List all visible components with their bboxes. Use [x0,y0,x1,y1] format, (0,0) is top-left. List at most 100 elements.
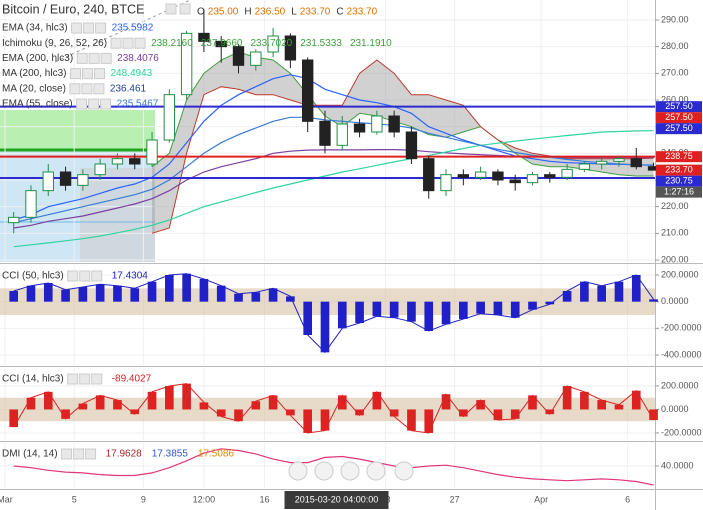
nav-button[interactable] [366,461,386,481]
candle-body [578,163,591,170]
candle-body [129,158,141,165]
icon-button[interactable] [165,3,177,15]
icon-button[interactable] [179,3,191,15]
histogram-bar [510,409,520,419]
legend-readout: -89.4027 [112,374,152,385]
x-tick-label: Mar [0,494,13,504]
histogram-bar [251,292,261,302]
price-tag [656,164,702,176]
histogram-bar [580,281,589,302]
legend-icon[interactable] [88,98,100,110]
legend-icon[interactable] [100,52,112,64]
candle-body [111,158,124,165]
legend-icon[interactable] [73,448,85,460]
legend-icon[interactable] [122,37,134,49]
ichimoku-cloud [411,94,429,135]
histogram-bar [61,409,70,419]
histogram-bar [441,301,451,325]
legend-icon[interactable] [69,83,81,95]
ichimoku-cloud [169,100,187,228]
histogram-bar [597,400,607,410]
price-tag [656,101,702,113]
price-tag-label: 238.75 [665,151,693,161]
ichimoku-cloud [446,100,464,138]
legend-readout: 231.1910 [350,38,392,49]
legend-icon[interactable] [71,22,83,34]
histogram-bar [216,409,226,417]
y-tick-label: -200.0000 [661,323,702,333]
legend-icon[interactable] [67,373,79,385]
histogram-bar [199,402,209,410]
nav-button[interactable] [394,461,414,481]
histogram-bar [545,301,555,305]
legend-readout: 238.2160 [151,38,193,49]
histogram-bar [580,391,589,410]
legend-icon[interactable] [69,68,81,80]
ohlc-value: 233.70 [347,7,378,18]
histogram-bar [182,273,191,302]
y-tick-label: 40.0000 [661,460,694,470]
plot: 200.00210.00220.00230.00240.00250.00260.… [0,0,702,488]
histogram-bar [286,296,295,302]
legend-icon[interactable] [81,83,93,95]
indicator-line [13,74,654,221]
legend-icon[interactable] [76,98,88,110]
candle-body [301,59,314,122]
chart-title: Bitcoin / Euro, 240, BTCE [2,2,144,16]
legend-icon[interactable] [61,448,73,460]
legend-icon[interactable] [76,52,88,64]
legend-icon[interactable] [83,22,95,34]
histogram-bar [147,281,157,302]
nav-button[interactable] [314,461,334,481]
legend-icon[interactable] [79,270,91,282]
legend-icon[interactable] [79,373,91,385]
ichimoku-cloud [394,73,412,127]
ohlc-key: O [197,7,205,18]
legend-icon[interactable] [100,98,112,110]
candle-body [180,32,193,96]
nav-buttons [288,461,414,481]
histogram-bar [113,285,122,302]
ohlc-key: H [244,7,251,18]
price-tag [656,123,702,135]
nav-button[interactable] [340,461,360,481]
histogram-bar [165,385,174,410]
candle-body [492,171,504,181]
price-tag-label: 257.50 [665,101,693,111]
candle-body [388,115,400,133]
legend-icon[interactable] [110,37,122,49]
legend-icon[interactable] [85,448,97,460]
legend-readout: 17.3855 [152,449,189,460]
legend-icon[interactable] [95,22,107,34]
legend-icon[interactable] [134,37,146,49]
legend-icon[interactable] [67,270,79,282]
legend-icon[interactable] [91,373,103,385]
y-tick-label: -200.0000 [661,427,702,437]
histogram-bar [631,390,641,410]
histogram-bar [337,301,347,329]
histogram-bar [424,301,434,331]
ichimoku-cloud [428,94,447,138]
x-tick-label: 27 [450,494,460,504]
x-tick-label: Apr [534,494,548,504]
histogram-bar [234,293,243,302]
ichimoku-cloud [463,105,481,132]
histogram-outline [13,273,655,354]
histogram-bar [78,403,88,410]
nav-button[interactable] [288,461,308,481]
legend-icon[interactable] [81,68,93,80]
x-tick-label: 5 [72,494,77,504]
legend-icon[interactable] [91,270,103,282]
histogram-bar [95,284,105,302]
legend-icon[interactable] [93,83,105,95]
ichimoku-cloud [376,60,395,122]
legend-icon[interactable] [88,52,100,64]
candle-body [319,120,331,146]
legend-name: EMA (200, hlc3) [2,53,73,64]
histogram-bar [528,395,537,410]
legend-icon[interactable] [93,68,105,80]
histogram-bar [459,409,468,417]
histogram-bar [407,301,416,322]
